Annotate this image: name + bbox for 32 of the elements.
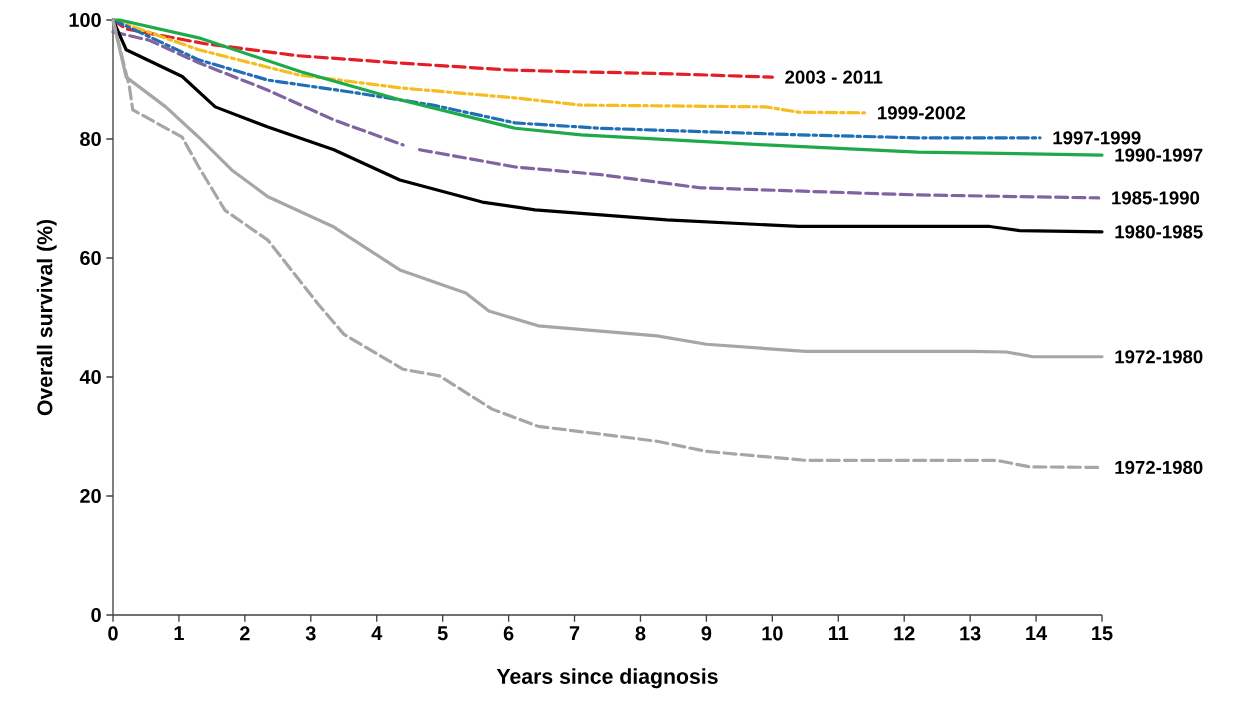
x-tick-label: 8 bbox=[635, 626, 646, 641]
x-axis-title: Years since diagnosis bbox=[496, 668, 718, 689]
series-label: 1985-1990 bbox=[1112, 191, 1200, 205]
x-tick-label: 15 bbox=[1092, 626, 1113, 641]
x-tick-label: 10 bbox=[762, 626, 783, 641]
series-label: 1990-1997 bbox=[1115, 148, 1203, 162]
x-tick-label: 1 bbox=[174, 626, 184, 641]
y-tick-label: 60 bbox=[80, 250, 101, 266]
x-tick-label: 7 bbox=[569, 626, 580, 641]
series-label: 1972-1980 bbox=[1115, 350, 1203, 364]
series-label: 1997-1999 bbox=[1053, 131, 1141, 145]
y-tick-label: 20 bbox=[80, 488, 101, 504]
y-tick-label: 40 bbox=[79, 369, 101, 385]
x-tick-label: 2 bbox=[240, 626, 250, 641]
y-tick-label: 80 bbox=[80, 131, 101, 147]
x-tick-label: 6 bbox=[503, 626, 514, 641]
x-tick-label: 3 bbox=[305, 626, 316, 641]
series-label: 1980-1985 bbox=[1115, 225, 1203, 239]
series-label: 2003 - 2011 bbox=[785, 70, 883, 84]
y-tick-label: 100 bbox=[69, 12, 101, 28]
x-tick-label: 9 bbox=[701, 626, 712, 641]
y-tick-label: 0 bbox=[91, 607, 101, 623]
x-tick-label: 0 bbox=[108, 626, 118, 641]
series-label: 1999-2002 bbox=[878, 106, 966, 120]
x-tick-label: 5 bbox=[437, 626, 448, 641]
x-tick-label: 13 bbox=[960, 626, 981, 641]
x-tick-label: 11 bbox=[828, 626, 849, 641]
x-tick-label: 12 bbox=[894, 626, 915, 641]
series-label: 1972-1980 bbox=[1115, 460, 1203, 475]
x-tick-label: 4 bbox=[371, 626, 383, 641]
x-tick-label: 14 bbox=[1026, 626, 1048, 641]
y-axis-title: Overall survival (%) bbox=[36, 219, 57, 416]
